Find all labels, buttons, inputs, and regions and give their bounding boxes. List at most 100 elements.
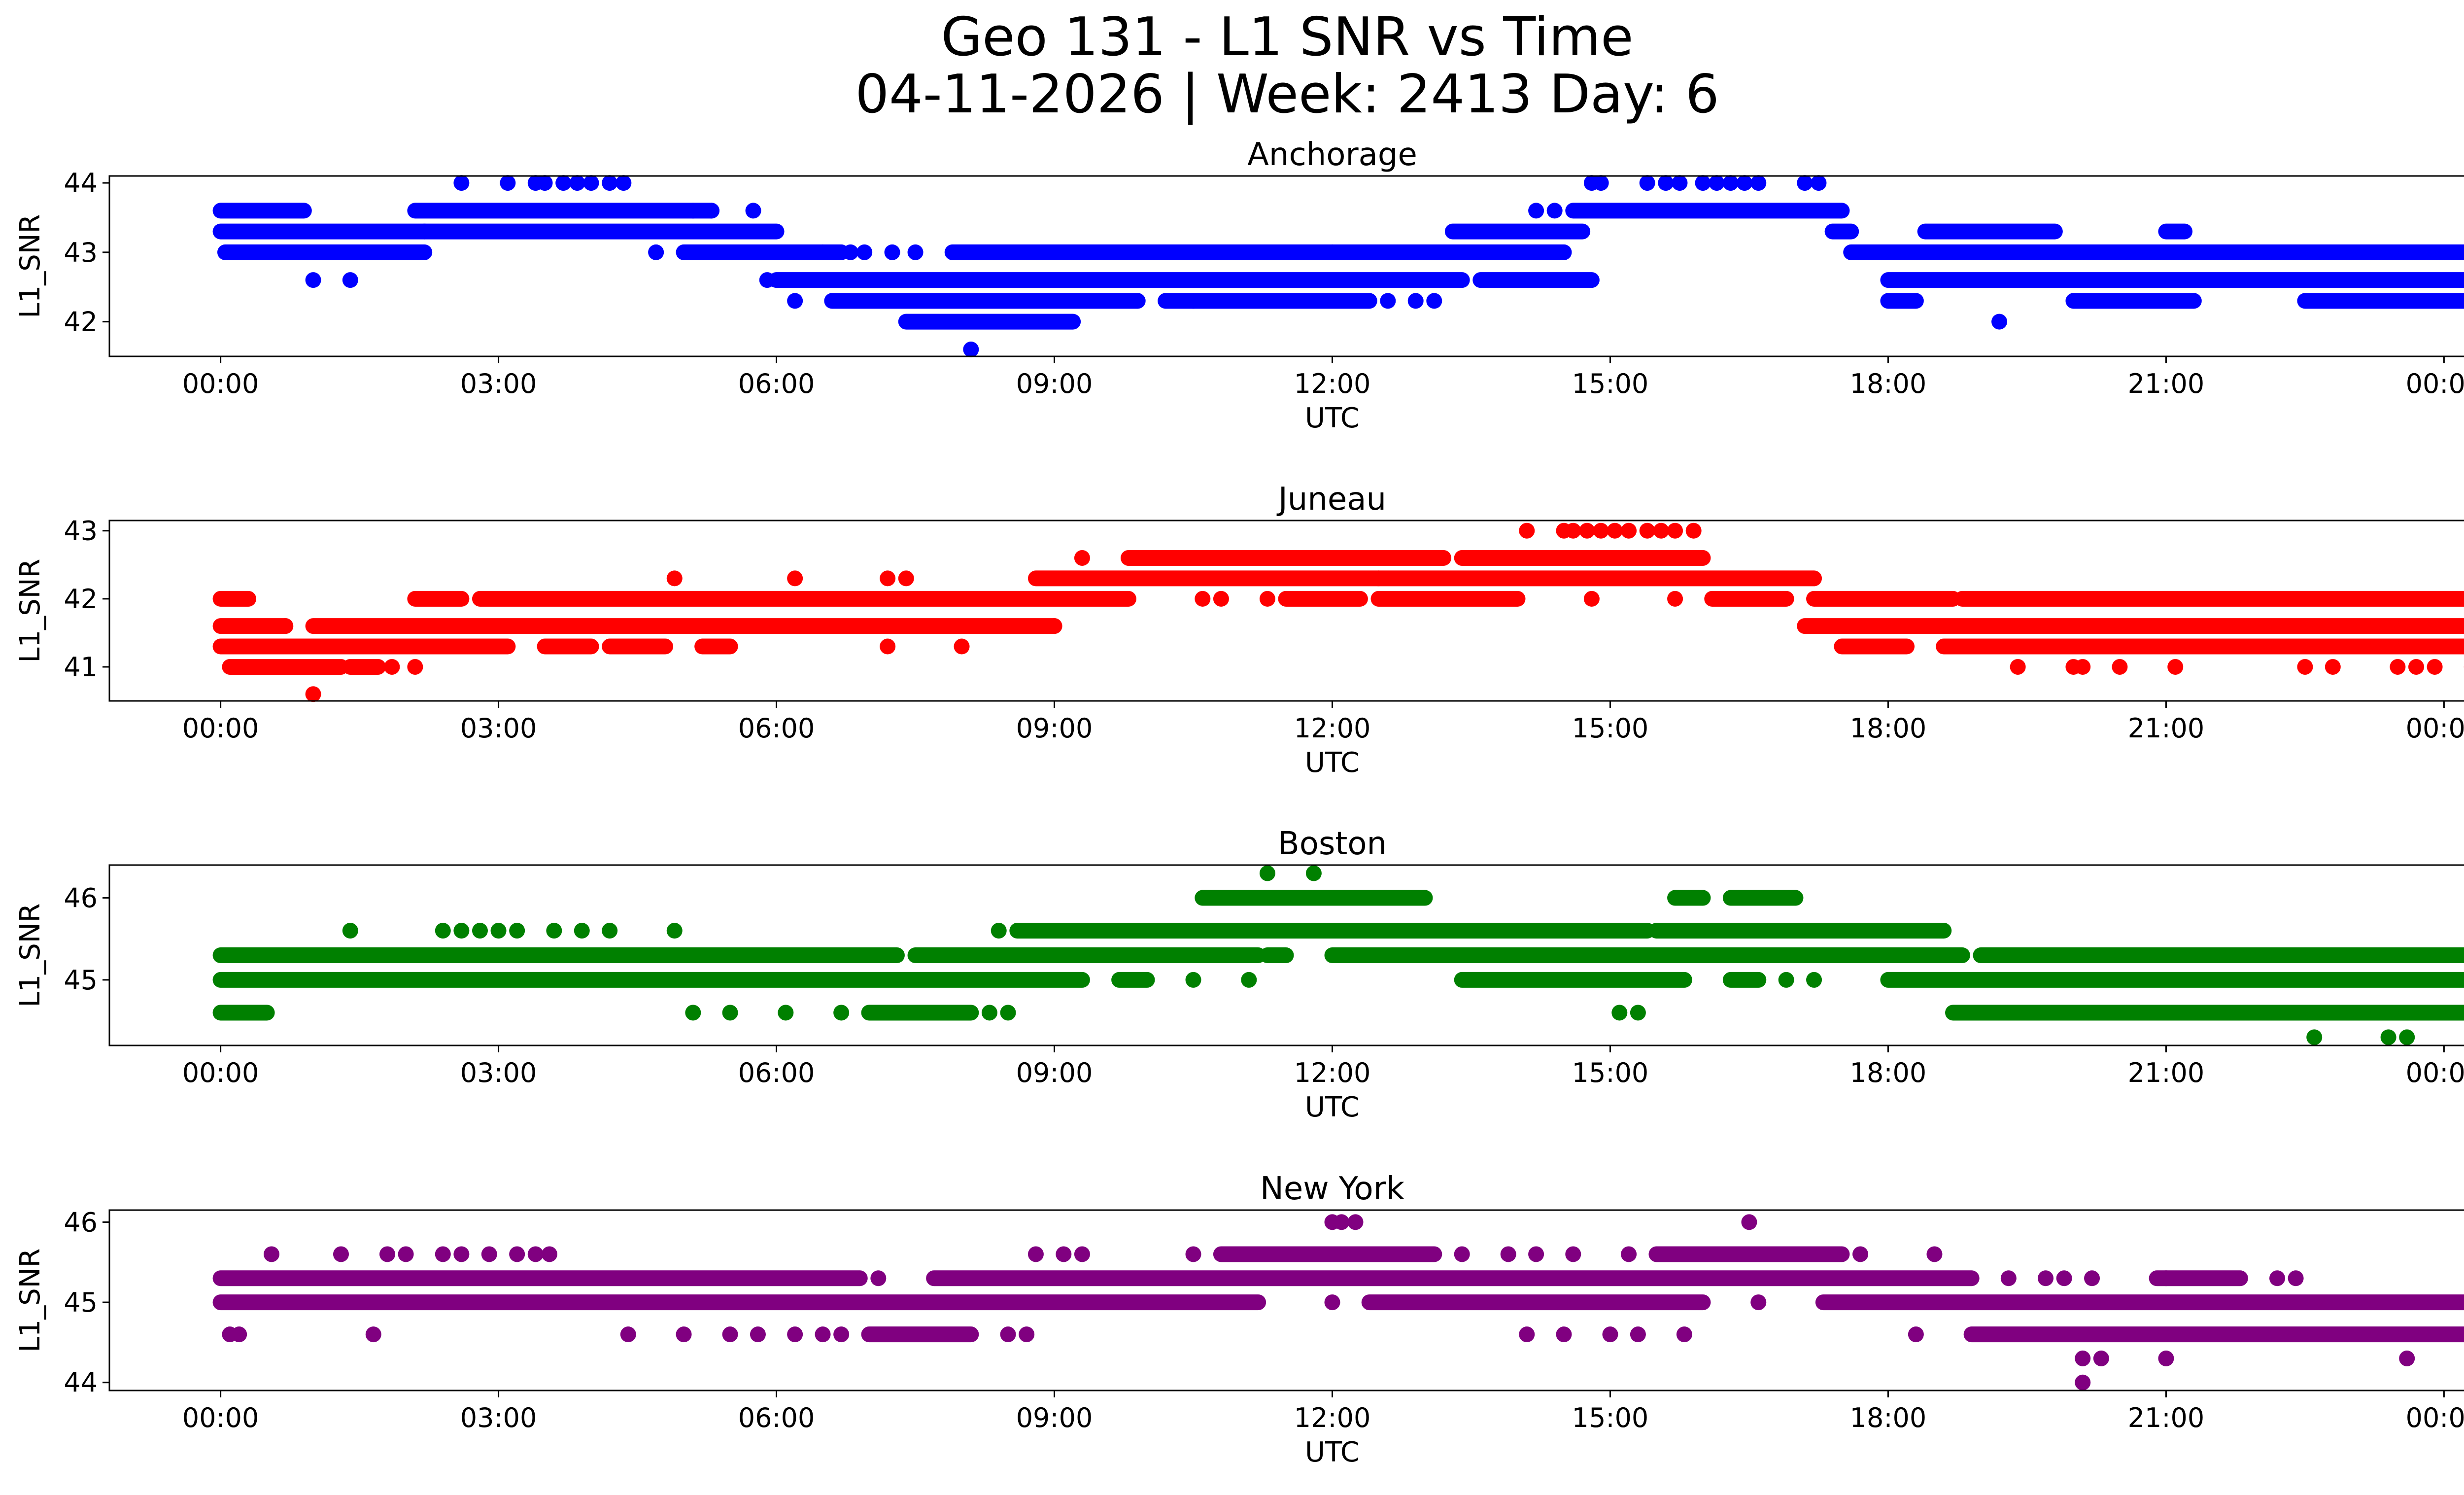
data-point — [2056, 1270, 2072, 1286]
data-points — [212, 865, 2464, 1045]
data-point — [537, 175, 553, 191]
data-point — [1806, 972, 1822, 988]
data-point — [1593, 175, 1609, 191]
data-point — [1074, 550, 1090, 566]
data-point-band — [1472, 272, 1600, 288]
data-point-band — [824, 293, 1146, 309]
data-point — [991, 923, 1007, 939]
data-point — [1722, 175, 1739, 191]
data-point — [1056, 1246, 1072, 1262]
data-points — [212, 522, 2464, 702]
data-point — [1676, 1326, 1692, 1343]
data-point-band — [1722, 890, 1804, 906]
data-point — [1426, 293, 1442, 309]
data-point — [1908, 1326, 1924, 1343]
data-point-band — [1648, 1246, 1850, 1262]
x-tick-label: 15:00 — [1572, 368, 1649, 399]
data-point — [1000, 1005, 1016, 1021]
data-point — [379, 1246, 395, 1262]
data-point-band — [1278, 591, 1368, 607]
data-point — [750, 1326, 766, 1343]
data-point — [398, 1246, 414, 1262]
data-point — [490, 923, 507, 939]
x-axis-label: UTC — [1305, 1436, 1360, 1468]
data-point — [1565, 522, 1581, 539]
data-point — [546, 923, 562, 939]
data-point — [666, 570, 683, 587]
x-tick-label: 09:00 — [1016, 368, 1093, 399]
data-point — [2297, 659, 2313, 675]
data-point-band — [1648, 923, 1952, 939]
data-point — [509, 923, 525, 939]
data-point — [2010, 659, 2026, 675]
x-tick-label: 03:00 — [460, 368, 537, 399]
data-point — [954, 638, 970, 655]
y-axis-label: L1_SNR — [14, 1248, 46, 1352]
data-point — [833, 1005, 850, 1021]
y-tick-label: 46 — [64, 1207, 98, 1238]
data-point — [787, 1326, 803, 1343]
data-point-band — [1973, 947, 2464, 963]
data-point — [1000, 1326, 1016, 1343]
data-point — [1750, 175, 1767, 191]
data-point — [277, 618, 294, 634]
x-tick-label: 21:00 — [2128, 713, 2205, 744]
x-tick-label: 15:00 — [1572, 1402, 1649, 1433]
data-point-band — [1797, 618, 2464, 634]
data-point-band — [768, 272, 1470, 288]
data-point — [1658, 175, 1674, 191]
data-point-band — [2065, 293, 2202, 309]
data-point-band — [217, 244, 433, 260]
data-point-band — [926, 1270, 1980, 1286]
data-point — [365, 1326, 381, 1343]
data-point — [555, 175, 572, 191]
data-point — [1737, 175, 1753, 191]
data-point — [435, 923, 451, 939]
data-point-band — [1027, 570, 1387, 587]
data-point-band — [212, 618, 294, 634]
data-point-band — [1667, 890, 1711, 906]
data-point — [388, 638, 405, 655]
data-point — [676, 1326, 692, 1343]
data-point — [1621, 1246, 1637, 1262]
x-tick-label: 15:00 — [1572, 1057, 1649, 1088]
data-point-band — [1454, 972, 1692, 988]
data-point — [856, 244, 873, 260]
data-point — [231, 1326, 247, 1343]
data-point — [1519, 1326, 1535, 1343]
y-tick-label: 44 — [64, 168, 98, 199]
data-point — [2093, 1350, 2109, 1366]
x-axis-label: UTC — [1305, 1091, 1360, 1123]
y-tick-label: 43 — [64, 237, 98, 268]
y-tick-label: 45 — [64, 965, 98, 996]
data-point — [1685, 522, 1702, 539]
y-tick-label: 42 — [64, 307, 98, 338]
subplot-juneau: Juneau 00:00 03:00 06:00 09:00 12:00 15:00 18:0… — [14, 481, 2464, 779]
data-point — [2075, 1350, 2091, 1366]
data-point — [2408, 659, 2425, 675]
data-point-band — [1945, 1005, 2464, 1021]
x-tick-label: 18:00 — [1850, 1402, 1927, 1433]
data-point-band — [1880, 972, 2464, 988]
data-point-band — [1213, 1246, 1442, 1262]
data-point — [1528, 203, 1544, 219]
y-tick-label: 44 — [64, 1367, 98, 1398]
data-point — [1195, 591, 1211, 607]
data-point-band — [472, 591, 1136, 607]
data-point — [2325, 659, 2341, 675]
subplot-anchorage: Anchorage 00:00 03:00 06:00 09:00 12:00 15:00 1… — [14, 137, 2464, 434]
data-point-band — [907, 947, 1266, 963]
data-point — [1672, 175, 1688, 191]
data-point — [1519, 522, 1535, 539]
figure-title-line2: 04-11-2026 | Week: 2413 Day: 6 — [855, 64, 1719, 125]
x-tick-label: 12:00 — [1294, 1402, 1371, 1433]
data-point — [1027, 1246, 1044, 1262]
data-point — [342, 272, 358, 288]
data-point — [722, 1326, 738, 1343]
x-tick-label: 00:00 — [182, 713, 259, 744]
x-tick-label: 06:00 — [738, 713, 815, 744]
data-point-band — [1880, 293, 1924, 309]
data-point — [1259, 865, 1275, 881]
data-point — [648, 244, 664, 260]
data-point-band — [222, 659, 349, 675]
